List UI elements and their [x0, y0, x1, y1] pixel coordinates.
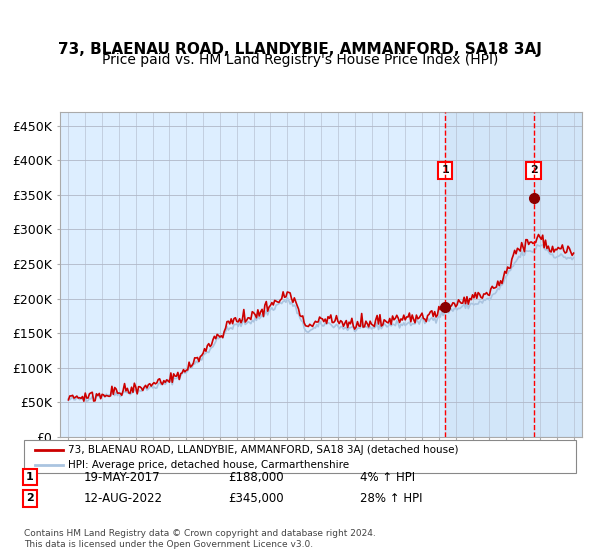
Text: 1: 1 — [442, 165, 449, 175]
Text: 73, BLAENAU ROAD, LLANDYBIE, AMMANFORD, SA18 3AJ (detached house): 73, BLAENAU ROAD, LLANDYBIE, AMMANFORD, … — [68, 445, 458, 455]
Text: Contains HM Land Registry data © Crown copyright and database right 2024.
This d: Contains HM Land Registry data © Crown c… — [24, 529, 376, 549]
Bar — [445, 112, 582, 437]
FancyBboxPatch shape — [24, 440, 576, 473]
Text: 73, BLAENAU ROAD, LLANDYBIE, AMMANFORD, SA18 3AJ: 73, BLAENAU ROAD, LLANDYBIE, AMMANFORD, … — [58, 42, 542, 57]
Text: 19-MAY-2017: 19-MAY-2017 — [84, 470, 161, 484]
Text: HPI: Average price, detached house, Carmarthenshire: HPI: Average price, detached house, Carm… — [68, 460, 349, 470]
Text: £188,000: £188,000 — [228, 470, 284, 484]
Text: 4% ↑ HPI: 4% ↑ HPI — [360, 470, 415, 484]
Text: 1: 1 — [26, 472, 34, 482]
Text: 2: 2 — [26, 493, 34, 503]
Text: £345,000: £345,000 — [228, 492, 284, 505]
Text: 28% ↑ HPI: 28% ↑ HPI — [360, 492, 422, 505]
Text: 2: 2 — [530, 165, 538, 175]
Text: Price paid vs. HM Land Registry's House Price Index (HPI): Price paid vs. HM Land Registry's House … — [102, 53, 498, 67]
Text: 12-AUG-2022: 12-AUG-2022 — [84, 492, 163, 505]
